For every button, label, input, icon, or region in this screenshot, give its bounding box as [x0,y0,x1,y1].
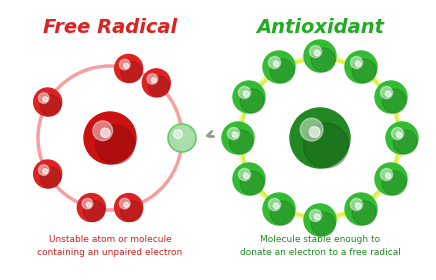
Circle shape [393,130,417,154]
Circle shape [222,122,254,154]
Circle shape [38,93,49,103]
Circle shape [310,209,322,221]
Circle shape [232,132,238,138]
Circle shape [119,198,130,209]
Text: Free Radical: Free Radical [43,18,177,37]
Circle shape [263,193,295,225]
Circle shape [115,54,143,82]
Text: Unstable atom or molecule
containing an unpaired electron: Unstable atom or molecule containing an … [37,235,183,257]
Circle shape [38,165,49,175]
Circle shape [233,163,265,195]
Circle shape [238,169,251,181]
Text: Antioxidant: Antioxidant [256,18,384,37]
Circle shape [95,125,135,164]
Circle shape [142,69,170,97]
Circle shape [375,163,407,195]
Circle shape [300,118,323,141]
Circle shape [304,204,336,236]
Circle shape [352,59,376,83]
Circle shape [43,169,48,174]
Circle shape [40,95,61,116]
Circle shape [290,108,350,168]
Circle shape [243,91,249,97]
Circle shape [311,48,335,72]
Circle shape [93,121,112,141]
Circle shape [174,130,183,139]
Circle shape [263,51,295,83]
Circle shape [101,128,110,137]
Circle shape [345,193,377,225]
Circle shape [115,193,143,221]
Circle shape [273,61,279,67]
Circle shape [375,81,407,113]
Circle shape [382,171,406,195]
Circle shape [121,61,142,82]
Circle shape [273,203,279,209]
Circle shape [352,201,376,225]
Circle shape [381,87,392,99]
Circle shape [40,167,61,188]
Circle shape [269,199,281,211]
Circle shape [123,63,129,68]
Circle shape [351,199,363,211]
Circle shape [396,132,402,138]
Circle shape [311,212,335,236]
Circle shape [86,202,92,207]
Circle shape [147,74,158,84]
Circle shape [355,61,361,67]
Circle shape [310,45,322,58]
Circle shape [386,122,418,154]
Circle shape [314,214,320,220]
Circle shape [168,124,196,152]
Circle shape [345,51,377,83]
Circle shape [84,200,105,221]
Circle shape [303,123,348,168]
Circle shape [34,160,61,188]
Circle shape [233,81,265,113]
Circle shape [240,171,264,195]
Circle shape [385,91,391,97]
Circle shape [229,130,253,154]
Circle shape [34,88,61,116]
Circle shape [77,193,106,221]
Circle shape [355,203,361,209]
Circle shape [149,76,170,97]
Circle shape [84,112,136,164]
Circle shape [351,57,363,69]
Circle shape [309,127,320,137]
Circle shape [121,200,142,221]
Text: Molecule stable enough to
donate an electron to a free radical: Molecule stable enough to donate an elec… [239,235,400,257]
Circle shape [270,59,294,83]
Circle shape [243,173,249,179]
Circle shape [382,89,406,113]
Circle shape [238,87,251,99]
Circle shape [151,78,156,83]
Circle shape [269,57,281,69]
Circle shape [392,127,404,140]
Circle shape [314,50,320,56]
Circle shape [43,97,48,102]
Circle shape [228,127,240,140]
Circle shape [240,89,264,113]
Circle shape [123,202,129,207]
Circle shape [385,173,391,179]
Circle shape [119,59,130,70]
Circle shape [304,40,336,72]
Circle shape [270,201,294,225]
Circle shape [381,169,392,181]
Circle shape [82,198,93,209]
